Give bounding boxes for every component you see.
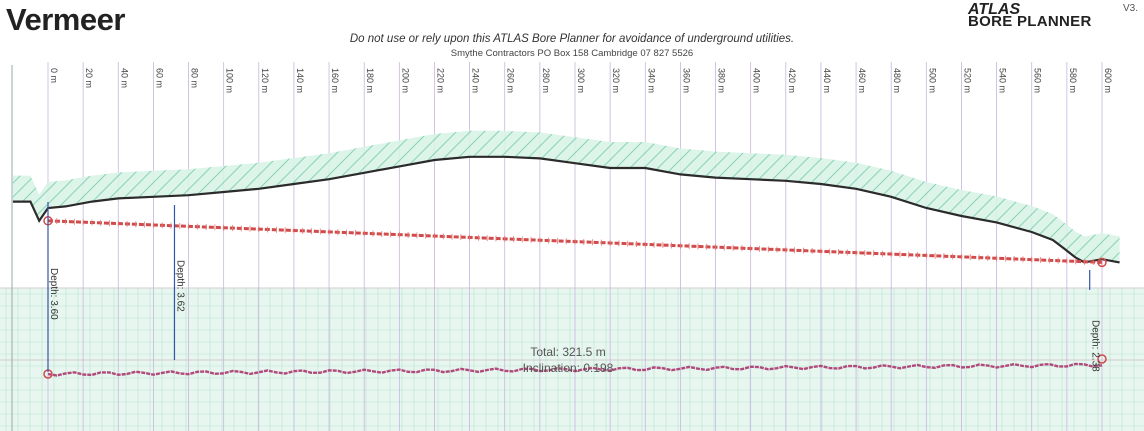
station-label: 240 m [471, 68, 481, 93]
total-length-label: Total: 321.5 m [530, 345, 605, 359]
total-length: Total: 321.5 m Inclination: 0.198 [523, 345, 614, 375]
station-label: 20 m [84, 68, 94, 88]
station-label: 60 m [154, 68, 164, 88]
ground-line [12, 155, 1120, 264]
station-label: 580 m [1068, 68, 1078, 93]
station-label: 520 m [962, 68, 972, 93]
bore-exit-point [1097, 257, 1107, 268]
depth-marker-label: Depth: 3.60 [48, 268, 59, 320]
atlas-bore-planner-logo: ATLAS BORE PLANNER V3. [958, 1, 1138, 35]
station-labels: 0 m 20 m 40 m 60 m 80 m 100 m 120 m 140 m 160 m 1… [49, 68, 1113, 93]
bore-plan-line [47, 362, 1103, 377]
plan-exit-point [1097, 354, 1107, 364]
station-label: 100 m [225, 68, 235, 93]
depth-marker-label: Depth: 2.38 [1090, 320, 1101, 372]
station-label: 220 m [435, 68, 445, 93]
vermeer-logo: Vermeer [6, 2, 125, 37]
depth-markers: Depth: 3.60 Depth: 3.62 Depth: 2.38 [47, 202, 1101, 372]
version-label: V3. [1122, 3, 1138, 14]
station-label: 540 m [998, 68, 1008, 93]
station-label: 320 m [611, 68, 621, 93]
station-label: 120 m [260, 68, 270, 93]
total-sublabel: Inclination: 0.198 [523, 361, 614, 375]
logo-line-1: ATLAS [968, 1, 1021, 18]
contractor-info: Smythe Contractors PO Box 158 Cambridge … [450, 48, 694, 59]
station-label: 160 m [330, 68, 340, 93]
station-label: 500 m [927, 68, 937, 93]
station-label: 140 m [295, 68, 305, 93]
station-label: 460 m [857, 68, 867, 93]
ground-profile-line [12, 155, 1120, 264]
lower-grid-band [0, 65, 1144, 431]
station-label: 300 m [576, 68, 586, 93]
station-label: 440 m [822, 68, 832, 93]
station-label: 600 m [1103, 68, 1113, 93]
depth-marker-label: Depth: 3.62 [174, 260, 185, 312]
ground-hatch-area [12, 130, 1120, 263]
station-label: 360 m [681, 68, 691, 93]
station-label: 80 m [190, 68, 200, 88]
station-label: 0 m [49, 68, 59, 83]
safety-warning: Do not use or rely upon this ATLAS Bore … [349, 33, 795, 45]
station-label: 260 m [506, 68, 516, 93]
station-label: 180 m [365, 68, 375, 93]
bore-path [43, 216, 1107, 379]
station-label: 40 m [119, 68, 129, 88]
ground-hatch [12, 130, 1120, 263]
station-label: 480 m [892, 68, 902, 93]
station-label: 380 m [717, 68, 727, 93]
station-label: 560 m [1033, 68, 1043, 93]
logo-line-2: BORE PLANNER [968, 13, 1092, 30]
station-label: 200 m [400, 68, 410, 93]
station-label: 340 m [646, 68, 656, 93]
station-label: 280 m [541, 68, 551, 93]
station-label: 420 m [787, 68, 797, 93]
station-label: 400 m [752, 68, 762, 93]
